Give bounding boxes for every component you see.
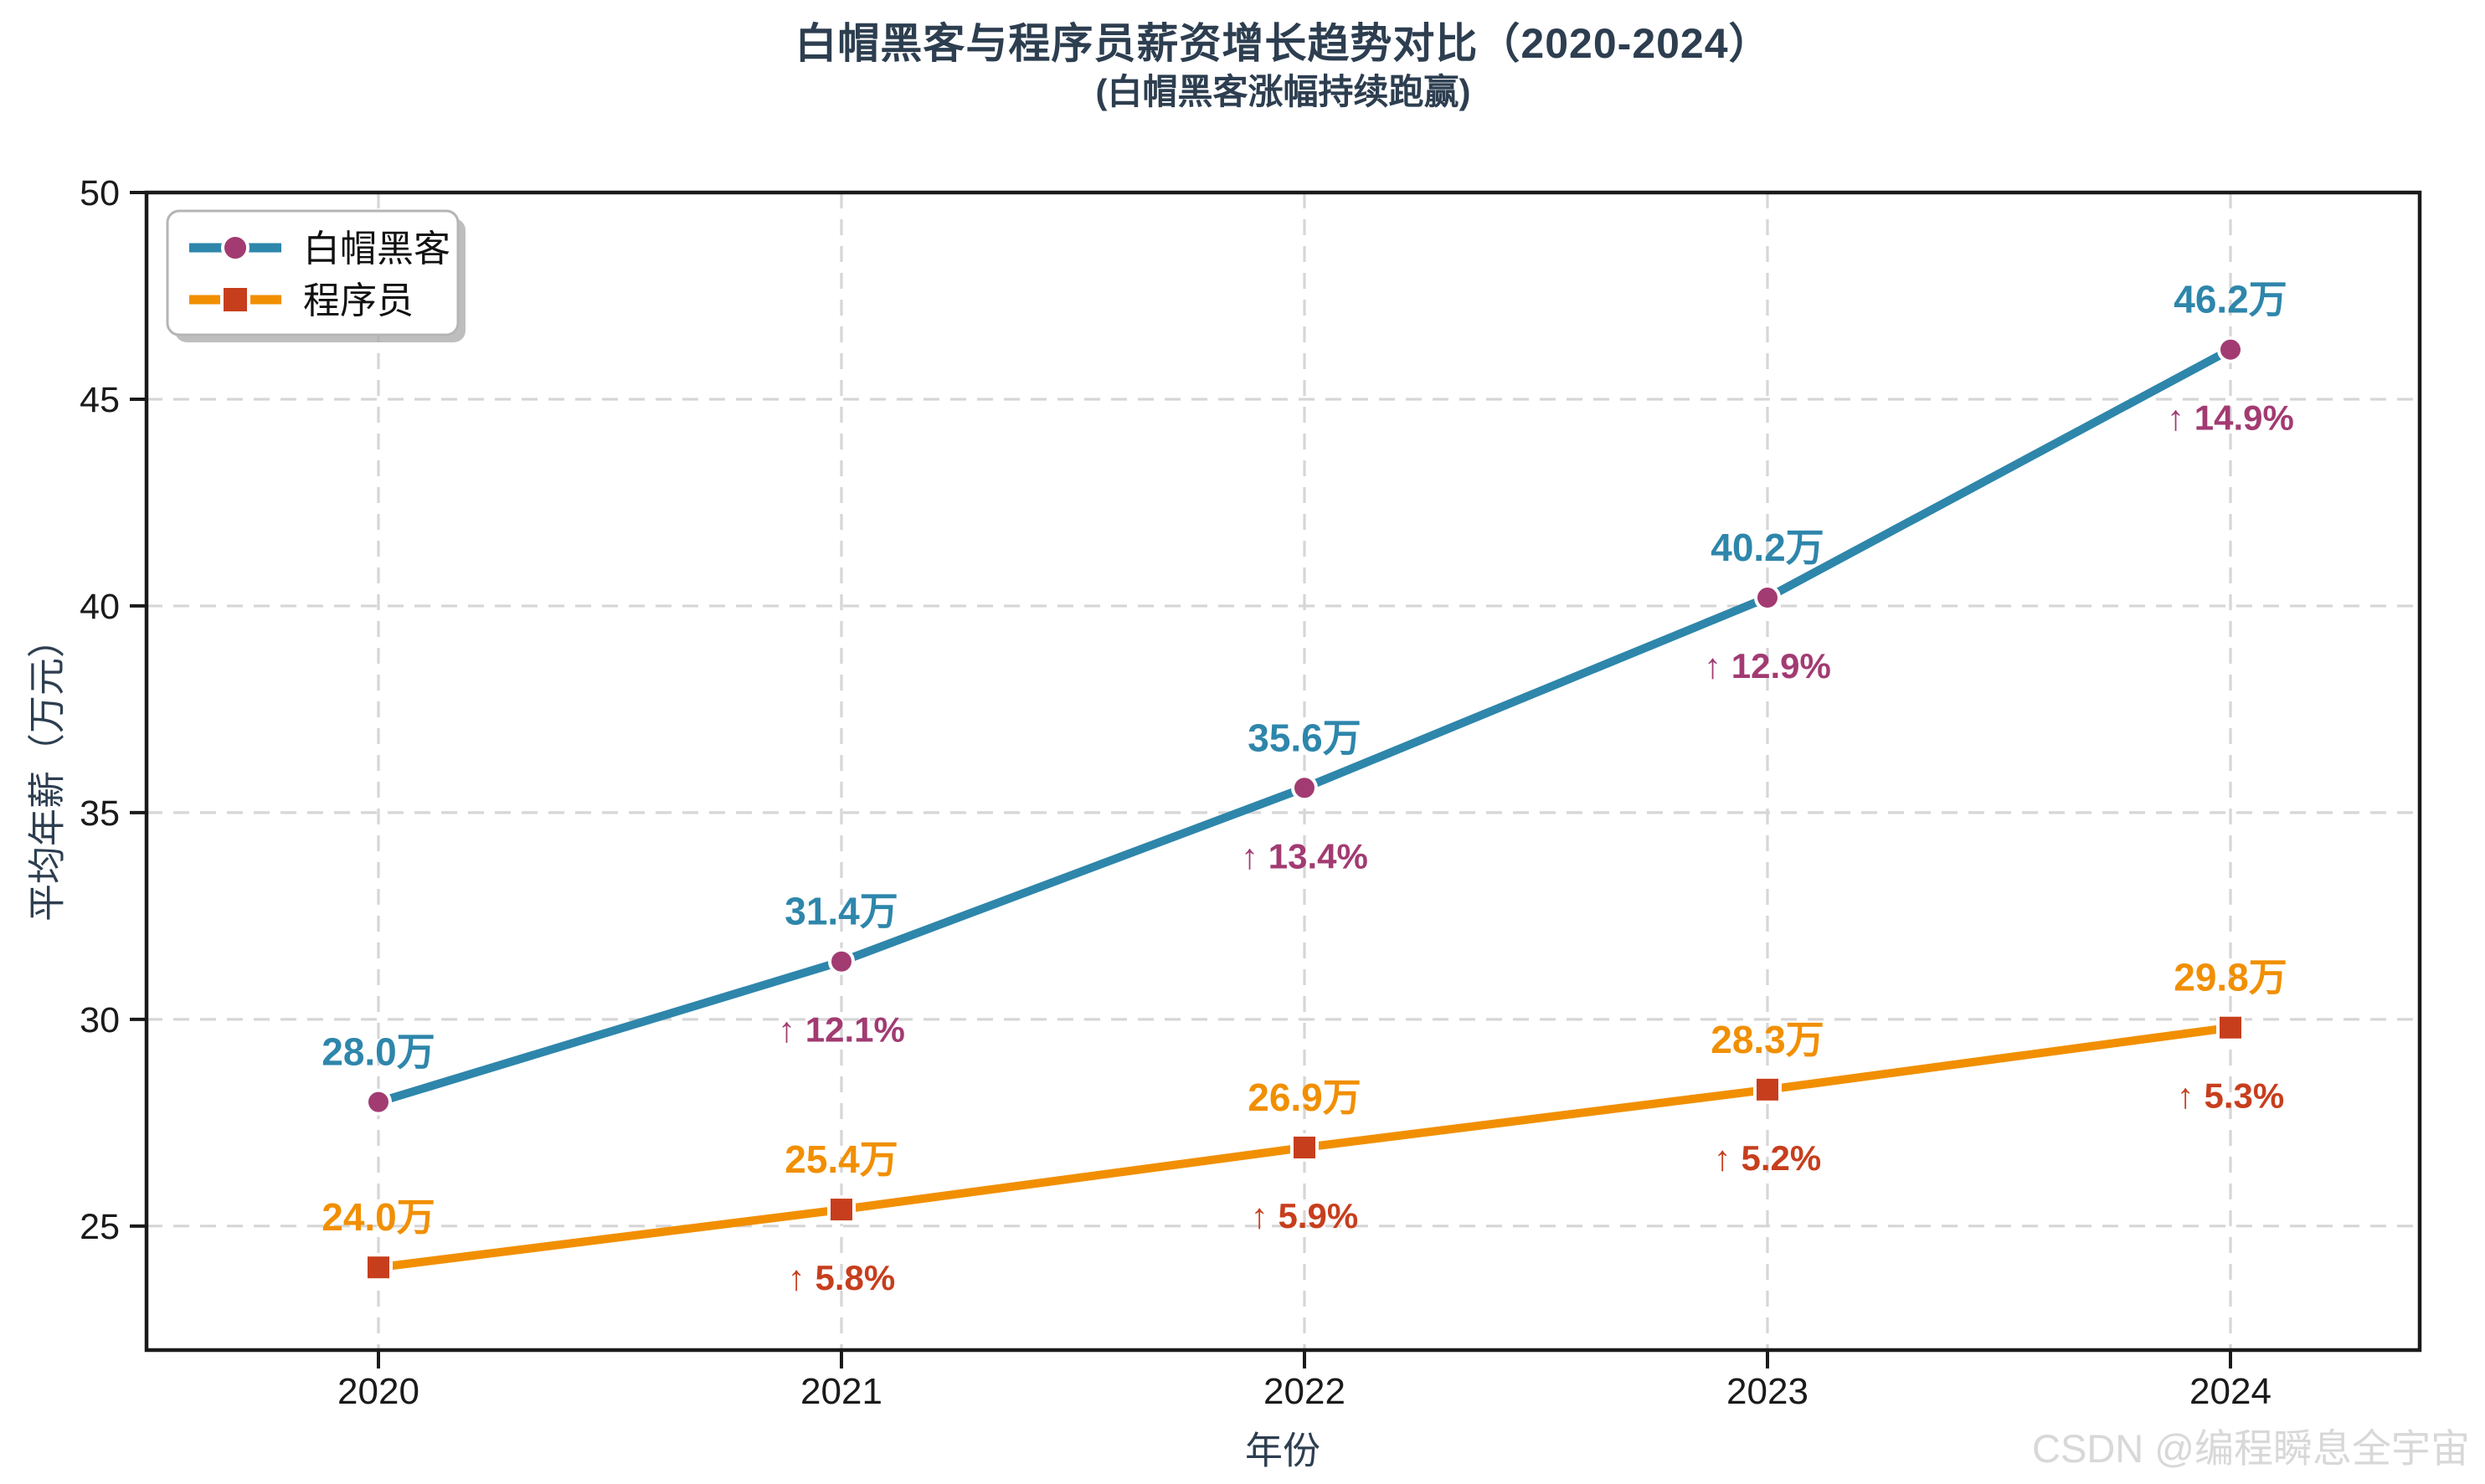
growth-label: ↑ 5.2% [1714,1138,1821,1178]
data-point-marker-square [1290,1132,1319,1162]
watermark: CSDN @编程瞬息全宇宙 [2032,1426,2470,1471]
y-tick-label: 35 [80,793,120,834]
legend-marker-square [220,285,250,315]
value-label: 35.6万 [1248,716,1361,759]
x-tick-label: 2021 [800,1371,882,1412]
legend-item-white-hat-hacker: 白帽黑客 [189,229,450,270]
data-point-marker-circle [1754,584,1781,612]
x-tick-label: 2023 [1726,1371,1808,1412]
data-point-marker-square [2216,1013,2245,1042]
y-axis-label: 平均年薪（万元） [25,619,69,922]
legend-label: 程序员 [303,280,414,321]
growth-label: ↑ 5.3% [2177,1076,2284,1116]
axes: 25 30 35 40 45 50 2020 2021 2022 2023 2024 [80,173,2271,1412]
value-label: 26.9万 [1248,1076,1361,1119]
plot-spines [144,190,2422,1353]
data-point-marker-circle [1291,774,1318,802]
data-point-marker-circle [828,947,855,975]
x-axis-label: 年份 [1244,1429,1321,1472]
legend-item-programmer: 程序员 [189,280,414,321]
value-label: 24.0万 [322,1195,435,1239]
data-point-marker-circle [365,1088,392,1116]
value-label: 28.3万 [1711,1018,1824,1061]
value-label: 28.0万 [322,1030,435,1074]
y-tick-label: 30 [80,1000,120,1040]
data-point-marker-circle [2217,336,2244,363]
data-point-marker-square [364,1253,393,1282]
growth-label: ↑ 12.1% [778,1010,905,1050]
data-point-marker-square [1753,1075,1782,1104]
value-label: 29.8万 [2174,956,2287,999]
series-white-hat-hacker: 28.0万 31.4万 ↑ 12.1% 35.6万 ↑ 13.4% 40.2万 ↑ 12.9… [322,278,2294,1116]
y-tick-label: 25 [80,1207,120,1247]
value-label: 25.4万 [785,1137,898,1181]
growth-label: ↑ 5.9% [1251,1196,1358,1235]
x-tick-label: 2024 [2189,1371,2271,1412]
legend-marker-circle [221,234,250,262]
x-tick-label: 2022 [1263,1371,1345,1412]
x-tick-label: 2020 [337,1371,419,1412]
growth-label: ↑ 14.9% [2167,398,2294,438]
data-point-marker-square [827,1195,856,1225]
value-label: 40.2万 [1711,526,1824,569]
growth-label: ↑ 13.4% [1241,836,1368,876]
series-programmer: 24.0万 25.4万 ↑ 5.8% 26.9万 ↑ 5.9% 28.3万 ↑ 5.2% 29… [322,956,2287,1297]
growth-label: ↑ 5.8% [788,1258,895,1297]
growth-label: ↑ 12.9% [1704,646,1831,686]
y-tick-label: 45 [80,380,120,420]
chart-subtitle: (白帽黑客涨幅持续跑赢) [1095,72,1471,111]
chart-title: 白帽黑客与程序员薪资增长趋势对比（2020-2024） [795,20,1772,67]
legend-label: 白帽黑客 [303,229,450,270]
value-label: 46.2万 [2174,278,2287,321]
gridlines [147,191,2420,1350]
y-tick-label: 40 [80,587,120,627]
value-label: 31.4万 [785,890,898,933]
y-tick-label: 50 [80,173,120,213]
